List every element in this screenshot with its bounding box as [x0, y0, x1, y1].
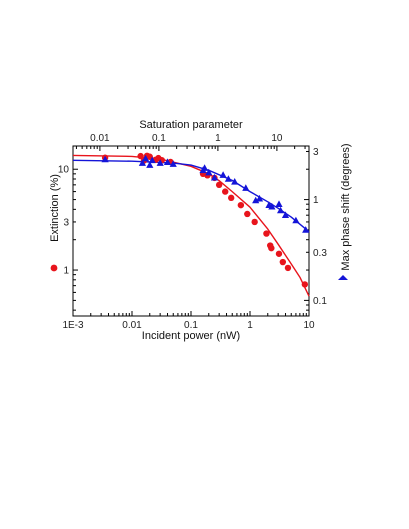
data-point-circle [263, 230, 270, 237]
y-left-tick-label: 1 [63, 266, 69, 277]
fit-curve-circle [72, 154, 310, 297]
data-point-circle [279, 258, 287, 266]
data-point-triangle [205, 168, 213, 176]
y-right-tick-label: 3 [313, 147, 319, 158]
data-point-circle [284, 264, 292, 272]
y-right-tick-label: 0.3 [313, 248, 327, 259]
y-right-tick-label: 0.1 [313, 296, 327, 307]
x-tick-label: 1 [247, 320, 253, 331]
y-left-axis-title: Extinction (%) [49, 174, 61, 272]
data-point-triangle [142, 154, 150, 162]
data-point-triangle [252, 196, 260, 204]
data-point-circle [251, 218, 258, 226]
data-point-triangle [210, 173, 219, 181]
data-point-circle [227, 194, 235, 202]
data-point-triangle [292, 216, 300, 224]
plot-area-border [72, 145, 310, 317]
data-point-circle [268, 244, 275, 252]
x-tick-label: 0.01 [122, 320, 142, 331]
data-point-circle [222, 188, 229, 195]
x-tick-label: 10 [303, 320, 315, 331]
data-point-triangle [224, 175, 232, 182]
data-point-triangle [281, 211, 290, 218]
data-point-circle [244, 210, 251, 218]
data-point-triangle [138, 159, 146, 166]
data-point-triangle [255, 194, 264, 202]
y-left-tick-label: 10 [58, 165, 70, 176]
data-point-triangle [148, 156, 156, 164]
y-right-axis-label: Max phase shift (degrees) [340, 143, 352, 270]
data-point-triangle [268, 202, 276, 210]
data-point-triangle [156, 159, 164, 166]
tick-labels-layer: 1E-3 0.01 0.1 1 10 0.01 0.1 1 10 1 3 10 0.1 0.3 1 3 [58, 133, 327, 331]
data-point-triangle [277, 206, 285, 214]
x-top-axis-label: Saturation parameter [139, 119, 243, 131]
plot-frame-layer [72, 145, 310, 317]
y-right-axis-title: Max phase shift (degrees) [338, 143, 352, 280]
data-point-circle [237, 201, 245, 209]
x-top-tick-label: 0.01 [90, 133, 110, 144]
y-right-legend-marker [338, 275, 348, 280]
data-point-triangle [201, 164, 209, 171]
x-top-tick-label: 1 [215, 133, 221, 144]
y-left-legend-marker [50, 264, 58, 272]
data-point-triangle [302, 226, 310, 233]
data-point-triangle [101, 155, 109, 163]
x-tick-label: 1E-3 [62, 320, 84, 331]
x-tick-label: 0.1 [184, 320, 198, 331]
x-top-tick-label: 0.1 [152, 133, 166, 144]
data-point-triangle [242, 184, 250, 191]
data-point-circle [137, 152, 144, 160]
data-point-triangle [275, 200, 283, 207]
data-point-circle [301, 281, 309, 288]
fit-curves-layer [72, 154, 310, 297]
y-left-tick-label: 3 [63, 217, 69, 228]
fit-curve-triangle [72, 159, 310, 233]
data-point-triangle [146, 161, 154, 168]
data-point-circle [215, 181, 223, 189]
y-right-tick-label: 1 [313, 195, 319, 206]
data-point-circle [275, 250, 283, 257]
data-point-triangle [163, 158, 172, 165]
data-point-triangle [231, 178, 239, 185]
data-point-triangle [169, 160, 177, 167]
data-points-layer [101, 152, 310, 288]
x-axis-label: Incident power (nW) [142, 330, 240, 342]
x-top-tick-label: 10 [271, 133, 283, 144]
y-left-axis-label: Extinction (%) [49, 174, 61, 242]
data-point-triangle [219, 171, 227, 178]
